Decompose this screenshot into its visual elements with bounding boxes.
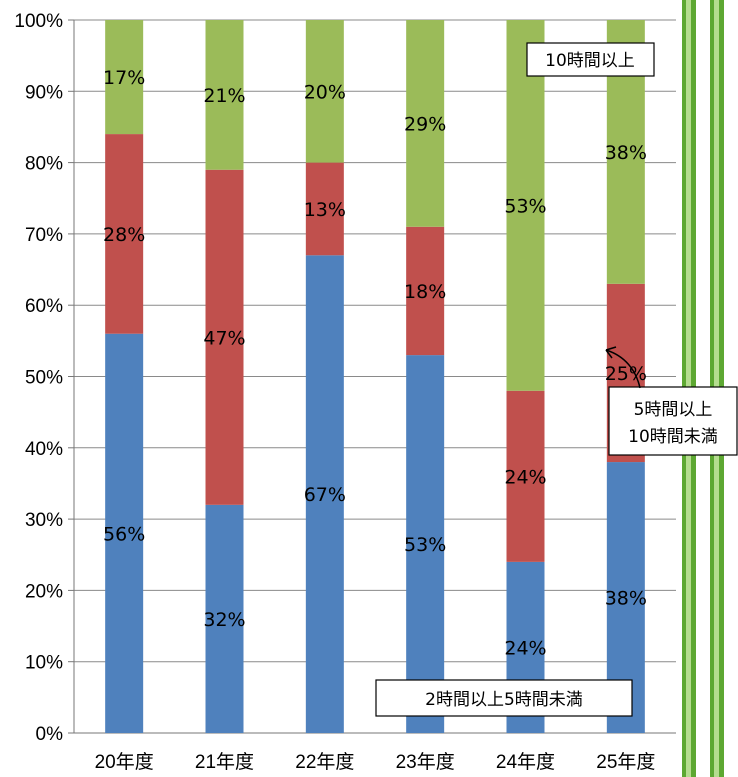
y-tick-label: 40% bbox=[25, 439, 63, 460]
gridlines bbox=[68, 19, 676, 734]
callout-arrowhead bbox=[605, 346, 617, 359]
data-label: 32% bbox=[203, 609, 245, 631]
bar-segment bbox=[305, 255, 344, 734]
bar-segment bbox=[406, 20, 445, 227]
legend-10h-plus-label: 10時間以上 bbox=[545, 51, 635, 71]
data-label: 21% bbox=[203, 85, 245, 107]
data-label: 18% bbox=[404, 281, 446, 303]
x-tick-label: 23年度 bbox=[396, 751, 455, 773]
bar-segment bbox=[205, 20, 244, 170]
bar-segment bbox=[406, 226, 445, 356]
y-tick-label: 50% bbox=[25, 368, 63, 389]
legend-5h-10h-label-line2: 10時間未満 bbox=[628, 427, 718, 447]
bar-segment bbox=[506, 20, 545, 391]
bar-segment bbox=[305, 162, 344, 256]
y-tick-label: 70% bbox=[25, 225, 63, 246]
legend-2h-5h: 2時間以上5時間未満 bbox=[375, 679, 633, 717]
y-tick-label: 60% bbox=[25, 296, 63, 317]
data-label: 56% bbox=[103, 523, 145, 545]
y-tick-label: 0% bbox=[36, 724, 64, 745]
data-label: 47% bbox=[203, 327, 245, 349]
data-label: 13% bbox=[304, 199, 346, 221]
data-label: 38% bbox=[605, 588, 647, 610]
data-labels: 56% 28% 17% 32% 47% 21% 67% 13% 20% 53% 18% 29% 24% 2… bbox=[103, 67, 647, 659]
bar-segment bbox=[105, 134, 144, 334]
x-tick-label: 24年度 bbox=[496, 751, 555, 773]
bar-segment bbox=[105, 333, 144, 733]
data-label: 24% bbox=[504, 637, 546, 659]
x-tick-label: 25年度 bbox=[596, 751, 655, 773]
bars bbox=[105, 20, 645, 734]
data-label: 17% bbox=[103, 67, 145, 89]
x-axis-ticks: 20年度 21年度 22年度 23年度 24年度 25年度 bbox=[95, 751, 656, 773]
bar-segment bbox=[205, 169, 244, 505]
y-tick-label: 100% bbox=[14, 11, 63, 32]
data-label: 28% bbox=[103, 224, 145, 246]
data-label: 20% bbox=[304, 81, 346, 103]
legend-5h-10h-label-line1: 5時間以上 bbox=[634, 400, 713, 420]
data-label: 29% bbox=[404, 113, 446, 135]
y-tick-label: 30% bbox=[25, 510, 63, 531]
data-label: 24% bbox=[504, 466, 546, 488]
x-tick-label: 21年度 bbox=[195, 751, 254, 773]
bar-segment bbox=[105, 20, 144, 135]
x-tick-label: 20年度 bbox=[95, 751, 154, 773]
data-label: 25% bbox=[605, 363, 647, 385]
legend-10h-plus: 10時間以上 bbox=[526, 42, 655, 77]
y-tick-label: 80% bbox=[25, 154, 63, 175]
data-label: 38% bbox=[605, 142, 647, 164]
bar-segment bbox=[506, 390, 545, 562]
callout-arrow bbox=[605, 349, 641, 389]
x-tick-label: 22年度 bbox=[295, 751, 354, 773]
y-axis-ticks: 0% 10% 20% 30% 40% 50% 60% 70% 80% 90% 100% bbox=[14, 11, 63, 745]
data-label: 53% bbox=[504, 195, 546, 217]
data-label: 67% bbox=[304, 484, 346, 506]
data-label: 53% bbox=[404, 534, 446, 556]
y-tick-label: 20% bbox=[25, 581, 63, 602]
bar-segment bbox=[406, 355, 445, 733]
bar-segment bbox=[205, 504, 244, 733]
legend-5h-10h: 5時間以上 10時間未満 bbox=[605, 346, 738, 456]
y-tick-label: 90% bbox=[25, 82, 63, 103]
legend-2h-5h-label: 2時間以上5時間未満 bbox=[425, 690, 583, 710]
y-tick-label: 10% bbox=[25, 653, 63, 674]
bar-segment bbox=[305, 20, 344, 163]
